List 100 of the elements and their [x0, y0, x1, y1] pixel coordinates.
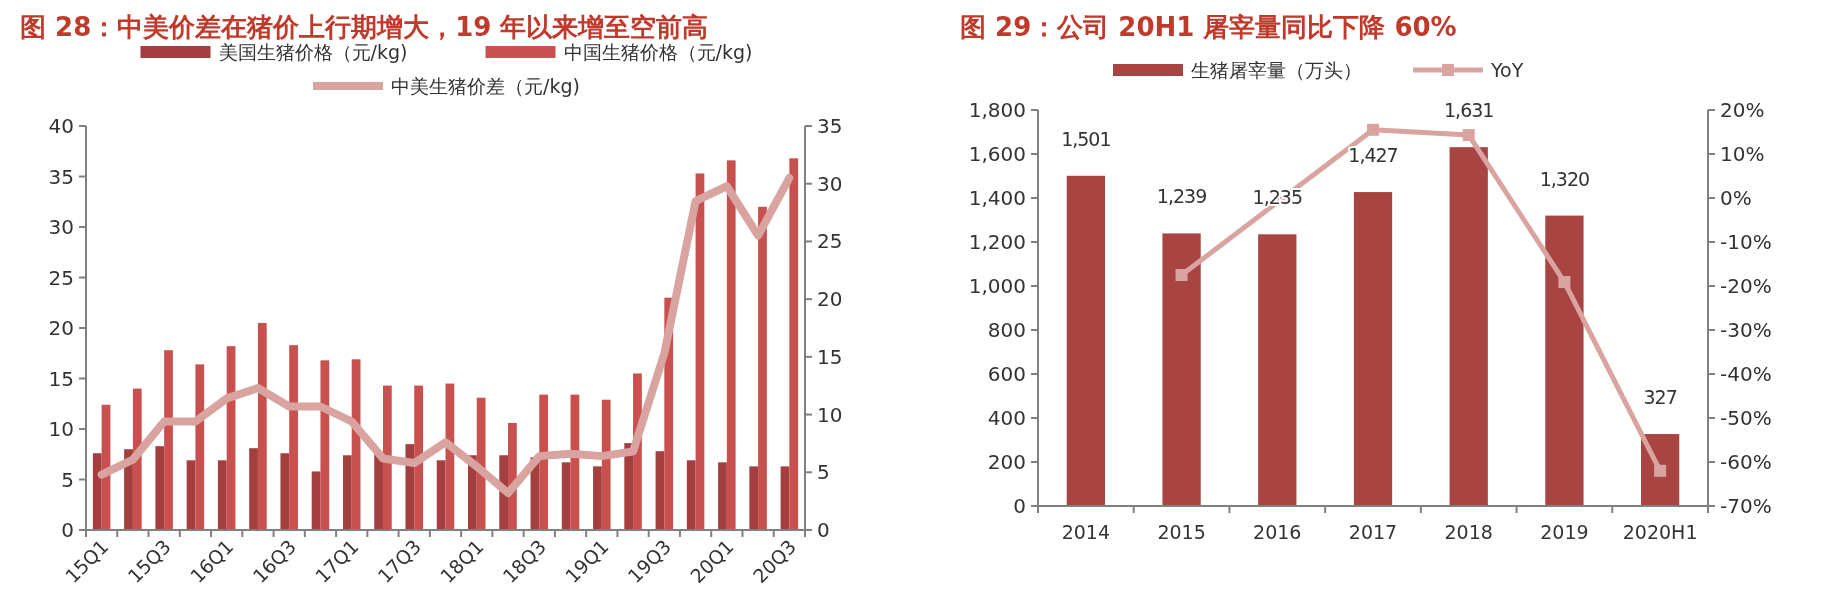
x-tick-label: 2015 — [1157, 521, 1206, 543]
y-tick-label: 1,600 — [968, 142, 1026, 166]
x-tick-label: 2016 — [1253, 521, 1302, 543]
bar — [1353, 192, 1393, 506]
legend-label: 生猪屠宰量（万头） — [1191, 59, 1362, 81]
y-tick-label: 1,800 — [968, 98, 1026, 122]
y-tick-label: 0 — [61, 518, 74, 542]
y2-tick-label: -20% — [1720, 274, 1772, 298]
bar — [1066, 175, 1105, 506]
legend-label: 美国生猪价格（元/kg) — [218, 41, 408, 63]
bar — [92, 453, 102, 530]
y-tick-label: 30 — [48, 215, 74, 239]
x-tick-label: 2014 — [1061, 521, 1111, 543]
x-tick-label: 2020H1 — [1622, 521, 1698, 543]
bar — [749, 466, 759, 530]
text: 1,427 — [1348, 144, 1398, 167]
y2-tick-label: 0% — [1720, 186, 1752, 210]
bar — [311, 471, 321, 530]
point — [1654, 464, 1667, 477]
y-tick-label: 0 — [1013, 494, 1026, 518]
y2-tick-label: 35 — [817, 114, 843, 138]
y-tick-label: 10 — [48, 417, 74, 441]
bar — [726, 160, 736, 530]
bar — [655, 451, 665, 530]
bar — [414, 385, 423, 530]
y2-tick-label: -40% — [1720, 362, 1772, 386]
bar — [1545, 215, 1584, 506]
y-tick-label: 35 — [48, 164, 74, 189]
y2-tick-label: 15 — [817, 344, 843, 369]
chart-title: 图 28：中美价差在猪价上行期增大，19 年以来增至空前高 — [20, 12, 709, 42]
bar — [436, 460, 446, 530]
y2-tick-label: -60% — [1720, 450, 1772, 474]
point — [1175, 269, 1188, 281]
text: 1,320 — [1539, 167, 1590, 190]
bar — [593, 466, 602, 530]
legend-label: 中国生猪价格（元/kg) — [563, 41, 753, 63]
y-tick-label: 25 — [48, 265, 74, 290]
text: 1,631 — [1444, 99, 1494, 122]
y-tick-label: 1,400 — [968, 186, 1026, 210]
bar — [164, 350, 173, 530]
point — [1558, 276, 1571, 289]
bar — [1162, 233, 1201, 506]
y2-tick-label: 10 — [817, 402, 843, 427]
y-tick-label: 400 — [987, 406, 1026, 430]
y2-tick-label: 5 — [817, 460, 830, 485]
bar — [249, 448, 258, 530]
bar — [280, 453, 290, 530]
bar — [374, 454, 383, 530]
bar — [342, 455, 352, 530]
y2-tick-label: -50% — [1720, 406, 1772, 430]
bar — [289, 345, 298, 530]
y-tick-label: 1,200 — [968, 230, 1026, 254]
y2-tick-label: 10% — [1720, 142, 1765, 166]
bar — [186, 460, 196, 530]
y2-tick-label: -30% — [1720, 318, 1772, 342]
y2-tick-label: 0 — [817, 518, 830, 542]
text: 1,501 — [1061, 127, 1111, 150]
text: 1,239 — [1156, 185, 1207, 208]
bar — [539, 394, 549, 530]
y2-tick-label: 20 — [817, 287, 843, 312]
bar — [601, 399, 611, 530]
y-tick-label: 20 — [48, 316, 74, 340]
x-tick-label: 2017 — [1348, 521, 1398, 543]
bar — [789, 158, 799, 530]
bar — [320, 360, 330, 530]
bar — [132, 388, 142, 530]
point — [1367, 123, 1379, 136]
bar — [476, 397, 486, 530]
chart-title: 图 29：公司 20H1 屠宰量同比下降 60% — [960, 12, 1457, 42]
y-tick-label: 1,000 — [968, 274, 1026, 298]
bar — [217, 460, 227, 530]
bar — [1258, 234, 1297, 506]
x-tick-label: 2019 — [1540, 521, 1589, 543]
x-tick-label: 2018 — [1444, 521, 1493, 543]
y-tick-label: 40 — [48, 114, 74, 138]
bar — [758, 206, 767, 530]
bar — [780, 466, 790, 530]
text: 1,235 — [1252, 186, 1302, 209]
bar — [1449, 147, 1488, 506]
bar — [257, 322, 267, 530]
y-tick-label: 15 — [48, 366, 74, 391]
y2-tick-label: 25 — [817, 229, 843, 254]
bar — [561, 462, 571, 530]
legend-label: 中美生猪价差（元/kg) — [391, 75, 580, 97]
bar — [195, 364, 205, 530]
y-tick-label: 5 — [61, 467, 74, 492]
y2-tick-label: 20% — [1720, 98, 1765, 122]
y-tick-label: 200 — [987, 450, 1026, 474]
bar — [382, 385, 392, 530]
bar — [155, 446, 165, 530]
bar — [686, 460, 696, 530]
point — [1462, 129, 1475, 142]
y2-tick-label: 30 — [817, 171, 843, 196]
text: 327 — [1643, 386, 1677, 409]
legend-label: YoY — [1490, 59, 1524, 81]
y2-tick-label: -70% — [1720, 494, 1772, 518]
bar — [718, 462, 727, 530]
y-tick-label: 600 — [987, 362, 1026, 386]
y2-tick-label: -10% — [1720, 230, 1772, 254]
y-tick-label: 800 — [987, 318, 1026, 342]
